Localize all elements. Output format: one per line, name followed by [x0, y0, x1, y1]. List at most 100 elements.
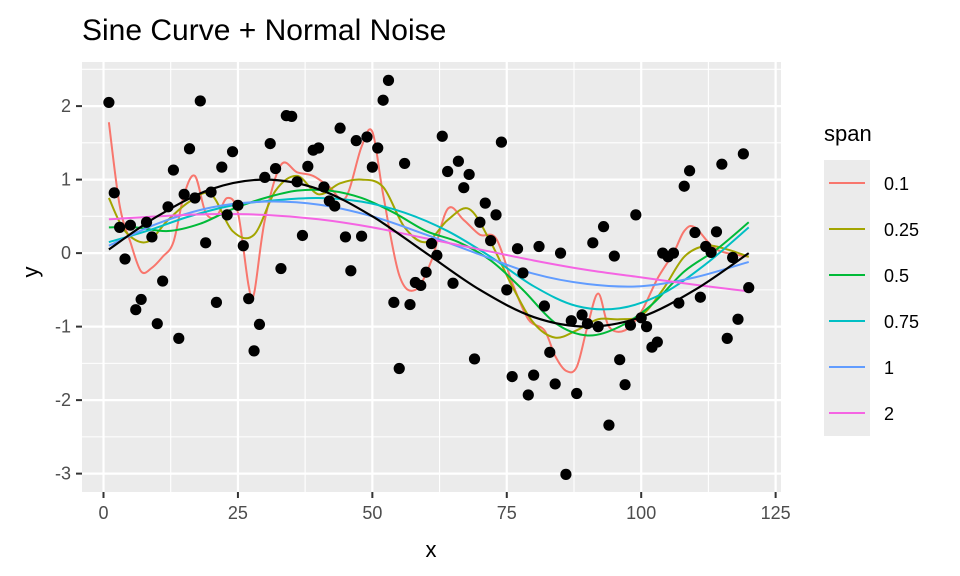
data-point	[667, 247, 680, 259]
y-tick-label: 2	[61, 96, 71, 116]
data-point	[237, 240, 249, 252]
loess-line-span-0.75	[108, 196, 750, 311]
data-point	[458, 182, 470, 194]
data-point	[339, 231, 352, 243]
data-point	[442, 165, 454, 178]
data-point	[393, 362, 405, 375]
data-point	[420, 266, 432, 278]
data-point	[388, 296, 400, 308]
data-point	[291, 176, 303, 188]
data-point	[560, 468, 572, 480]
data-point	[431, 249, 443, 261]
data-point	[603, 419, 615, 431]
data-points	[103, 74, 755, 480]
data-point	[506, 370, 518, 383]
data-point	[447, 277, 459, 289]
data-point	[415, 279, 427, 292]
data-point	[269, 162, 282, 175]
data-point	[382, 74, 395, 86]
x-tick-label: 75	[497, 503, 517, 523]
y-tick-label: -2	[55, 390, 71, 410]
data-point	[533, 240, 545, 253]
data-point	[651, 336, 663, 348]
data-point	[554, 247, 567, 259]
data-point	[286, 110, 298, 122]
data-point	[312, 142, 325, 154]
data-point	[694, 291, 706, 303]
data-point	[549, 378, 561, 390]
data-point	[183, 143, 196, 155]
data-point	[151, 318, 163, 330]
data-point	[366, 161, 378, 173]
loess-line-span-0.5	[108, 188, 750, 337]
data-point	[597, 221, 610, 233]
data-point	[140, 216, 153, 228]
data-point	[253, 318, 266, 331]
data-point	[296, 229, 309, 242]
data-point	[350, 135, 362, 147]
data-point	[345, 265, 357, 277]
data-point	[404, 298, 416, 311]
data-point	[710, 226, 723, 238]
grid-major	[82, 62, 781, 492]
data-point	[361, 131, 373, 143]
y-axis-title: y	[18, 267, 43, 278]
data-point	[727, 251, 739, 264]
data-point	[162, 201, 174, 213]
data-point	[372, 142, 384, 154]
data-point	[624, 319, 637, 331]
data-point	[377, 94, 389, 106]
data-point	[705, 246, 717, 258]
loess-line-span-1	[108, 200, 750, 288]
data-point	[318, 181, 330, 193]
y-tick-label: -3	[55, 464, 71, 484]
data-point	[678, 180, 690, 192]
data-point	[528, 369, 540, 381]
legend-title: span	[824, 121, 872, 146]
data-point	[614, 354, 626, 366]
data-point	[490, 209, 502, 221]
data-point	[732, 313, 744, 325]
loess-line-span-0.1	[107, 122, 749, 374]
data-point	[302, 160, 314, 172]
x-tick-label: 125	[761, 503, 791, 523]
loess-line-span-2	[108, 213, 749, 293]
data-point	[683, 165, 696, 177]
legend-label-0.25: 0.25	[884, 220, 919, 240]
legend-label-1: 1	[884, 358, 894, 378]
data-point	[501, 284, 513, 296]
data-point	[124, 219, 136, 231]
data-point	[581, 318, 594, 330]
data-point	[576, 309, 588, 321]
data-point	[210, 296, 223, 308]
data-point	[275, 262, 287, 275]
data-point	[587, 237, 599, 249]
y-axis: -3 -2 -1 0 1 2	[55, 96, 82, 484]
data-point	[167, 164, 180, 176]
data-point	[571, 387, 583, 400]
data-point	[630, 209, 642, 221]
legend-label-0.75: 0.75	[884, 312, 919, 332]
y-tick-label: 0	[61, 243, 71, 263]
legend-label-0.1: 0.1	[884, 174, 909, 194]
data-point	[463, 168, 475, 181]
legend: span 0.1 0.25 0.5 0.75 1 2	[824, 121, 919, 436]
data-point	[485, 235, 497, 247]
data-point	[565, 315, 577, 327]
data-point	[716, 158, 728, 170]
data-point	[511, 243, 524, 255]
data-point	[544, 346, 556, 358]
data-point	[640, 321, 653, 333]
data-point	[619, 379, 631, 391]
data-point	[259, 171, 271, 184]
data-point	[130, 304, 142, 316]
data-point	[119, 253, 131, 265]
data-point	[737, 148, 749, 160]
data-point	[743, 282, 755, 294]
data-point	[173, 332, 185, 344]
data-point	[243, 293, 255, 305]
data-point	[517, 267, 529, 279]
legend-label-0.5: 0.5	[884, 266, 909, 286]
data-point	[329, 200, 341, 212]
